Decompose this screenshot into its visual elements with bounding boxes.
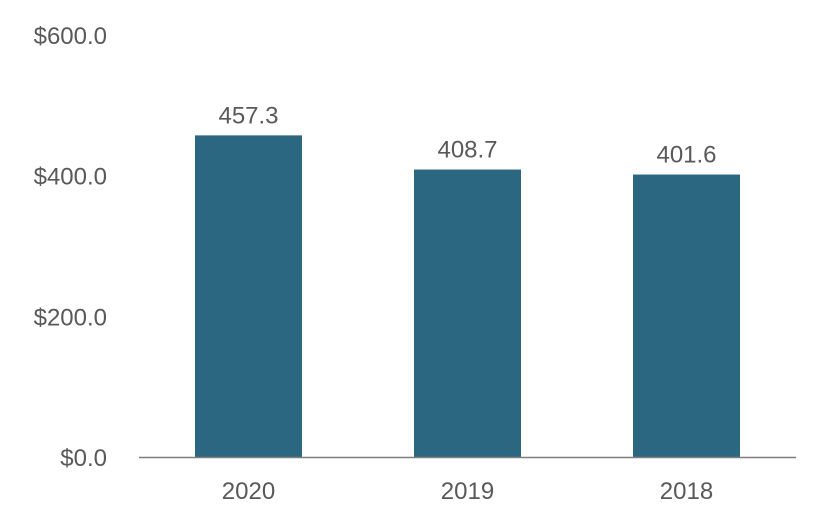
x-tick-label: 2020 (222, 478, 275, 505)
bars (195, 135, 740, 458)
x-tick-label: 2018 (660, 478, 713, 505)
y-tick-label: $400.0 (34, 164, 107, 191)
y-tick-label: $600.0 (34, 23, 107, 50)
bar-2018 (633, 174, 740, 458)
bar-2020 (195, 135, 302, 457)
data-labels: 457.3 408.7 401.6 (218, 102, 716, 168)
data-label-2018: 401.6 (656, 142, 716, 169)
bar-2019 (414, 169, 521, 457)
x-axis: 2020 2019 2018 (222, 478, 713, 505)
y-axis: $0.0 $200.0 $400.0 $600.0 (34, 23, 107, 472)
y-tick-label: $200.0 (34, 304, 107, 331)
data-label-2020: 457.3 (218, 102, 278, 129)
x-tick-label: 2019 (441, 478, 494, 505)
y-tick-label: $0.0 (60, 445, 107, 472)
data-label-2019: 408.7 (437, 137, 497, 164)
